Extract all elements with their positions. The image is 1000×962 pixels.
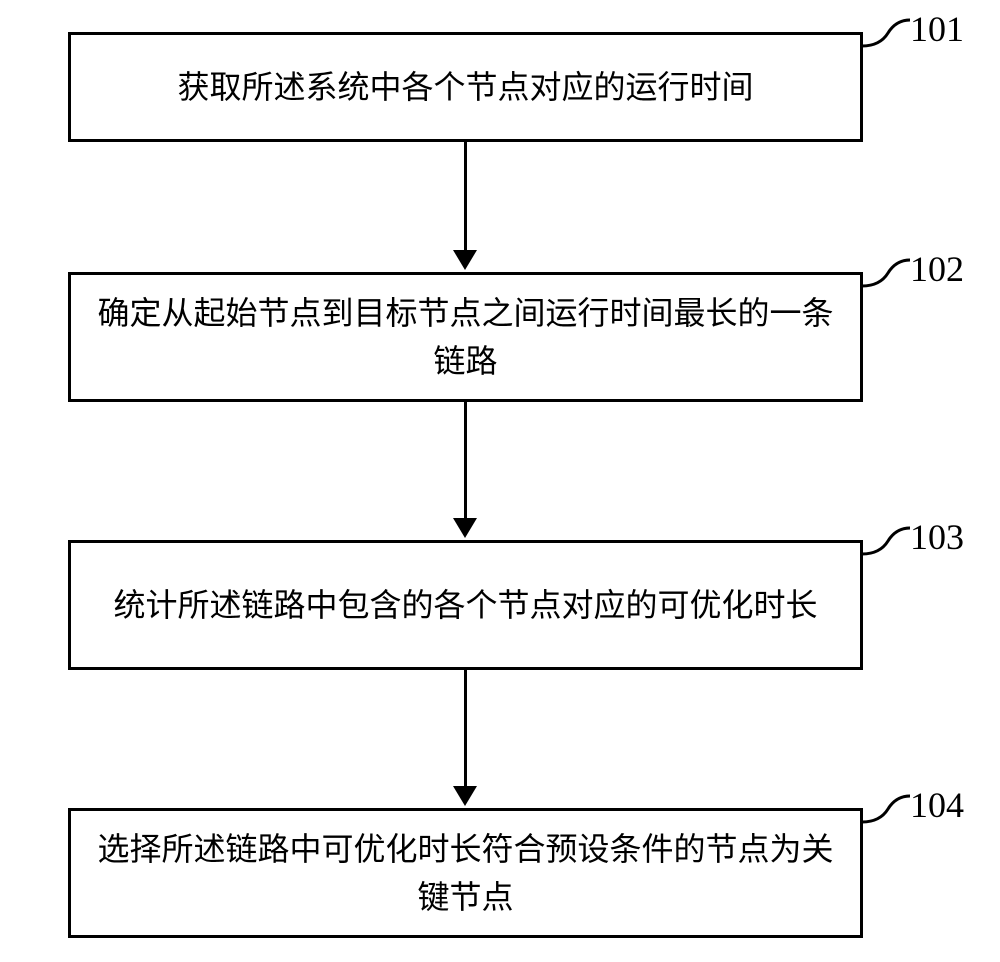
flowchart-node-1: 获取所述系统中各个节点对应的运行时间 (68, 32, 863, 142)
node-3-text: 统计所述链路中包含的各个节点对应的可优化时长 (113, 581, 817, 629)
step-label-4: 104 (910, 784, 964, 826)
step-label-1: 101 (910, 8, 964, 50)
curve-connector-1 (860, 18, 915, 48)
step-label-2: 102 (910, 248, 964, 290)
flowchart-container: 获取所述系统中各个节点对应的运行时间 101 确定从起始节点到目标节点之间运行时… (0, 0, 1000, 962)
arrow-3 (453, 670, 477, 806)
flowchart-node-3: 统计所述链路中包含的各个节点对应的可优化时长 (68, 540, 863, 670)
node-1-text: 获取所述系统中各个节点对应的运行时间 (177, 63, 753, 111)
arrow-2 (453, 402, 477, 538)
curve-connector-4 (860, 794, 915, 824)
step-label-3: 103 (910, 516, 964, 558)
flowchart-node-4: 选择所述链路中可优化时长符合预设条件的节点为关键节点 (68, 808, 863, 938)
curve-connector-2 (860, 258, 915, 288)
arrow-1 (453, 142, 477, 270)
node-4-text: 选择所述链路中可优化时长符合预设条件的节点为关键节点 (91, 825, 840, 921)
curve-connector-3 (860, 526, 915, 556)
node-2-text: 确定从起始节点到目标节点之间运行时间最长的一条链路 (91, 289, 840, 385)
flowchart-node-2: 确定从起始节点到目标节点之间运行时间最长的一条链路 (68, 272, 863, 402)
